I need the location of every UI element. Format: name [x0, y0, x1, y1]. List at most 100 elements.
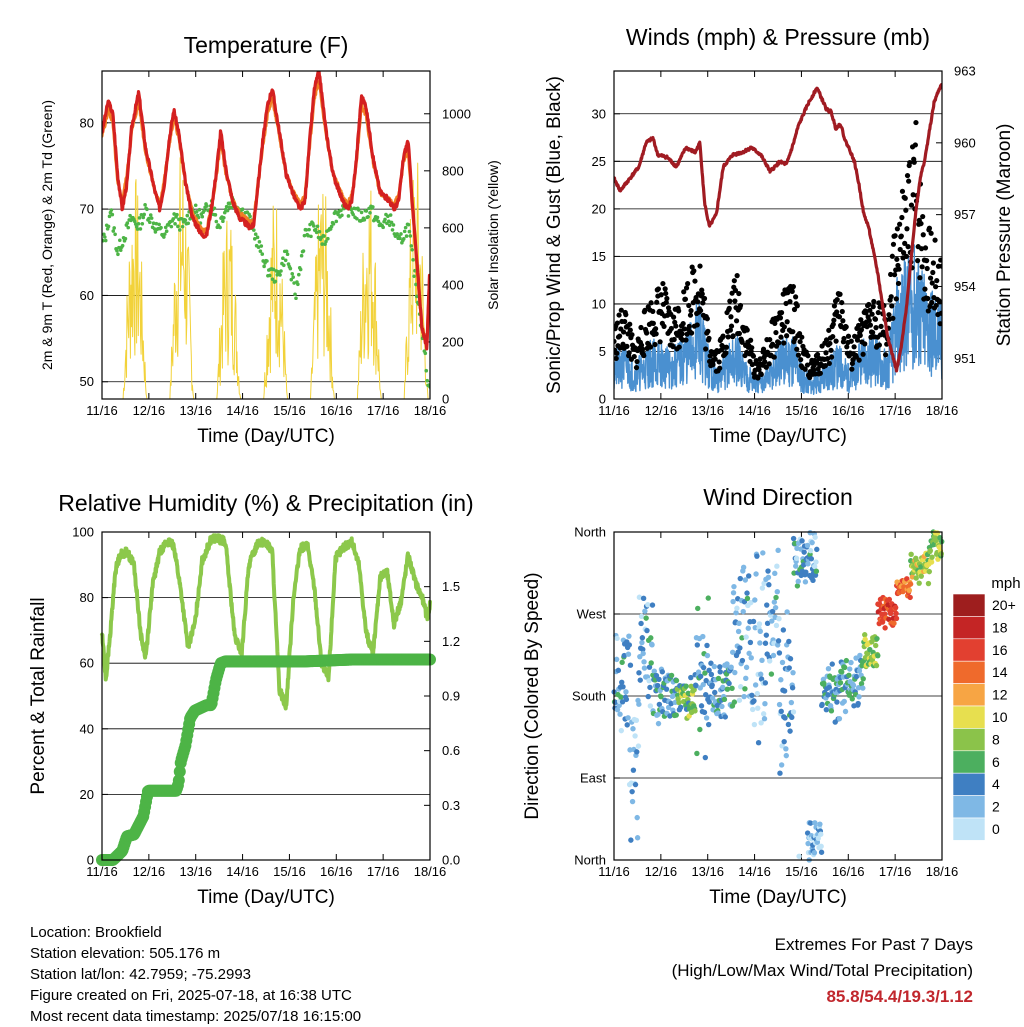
gust-point	[707, 353, 713, 359]
dewpoint-point	[133, 219, 137, 224]
gust-point	[681, 326, 687, 332]
direction-point	[645, 602, 651, 608]
dewpoint-point	[258, 249, 263, 254]
direction-point	[755, 739, 762, 746]
direction-point	[706, 667, 712, 673]
gust-point	[888, 294, 894, 300]
direction-point	[764, 620, 771, 627]
gust-point	[829, 354, 835, 360]
gust-point	[870, 304, 876, 310]
y-axis-label: Sonic/Prop Wind & Gust (Blue, Black)	[544, 76, 565, 394]
direction-point	[708, 671, 715, 678]
gust-point	[860, 351, 866, 357]
direction-point	[754, 690, 761, 697]
dewpoint-point	[339, 208, 343, 213]
direction-point	[846, 672, 852, 678]
x-tick-label: 14/16	[226, 403, 259, 418]
direction-point	[807, 820, 814, 826]
y2-tick-label: 951	[954, 351, 976, 366]
dewpoint-point	[202, 208, 206, 213]
gust-point	[777, 315, 784, 321]
gust-point	[856, 357, 862, 363]
gust-point	[664, 295, 670, 302]
direction-point	[776, 701, 783, 708]
direction-point	[651, 668, 657, 674]
x-tick-label: 17/16	[879, 403, 912, 418]
gust-point	[614, 338, 617, 344]
direction-point	[893, 615, 900, 622]
gust-point	[882, 352, 889, 358]
x-tick-label: 12/16	[133, 403, 166, 418]
gust-point	[930, 260, 936, 266]
direction-point	[812, 820, 818, 826]
direction-point	[656, 676, 662, 683]
direction-point	[743, 675, 749, 682]
humidity-precip-panel: 11/16 12/16 13/16 14/16 15/16 16/16 17/16 18/16…	[28, 490, 474, 908]
direction-point	[626, 633, 632, 639]
direction-point	[656, 701, 663, 708]
y2-tick-label: 960	[954, 135, 976, 150]
gust-point	[831, 303, 838, 309]
dewpoint-point	[386, 219, 391, 224]
gust-point	[823, 350, 829, 356]
gust-point	[797, 339, 803, 345]
gust-point	[631, 353, 637, 360]
gust-point	[894, 256, 900, 262]
direction-point	[908, 551, 914, 557]
x-tick-label: 14/16	[738, 403, 771, 418]
gust-point	[876, 342, 882, 348]
gust-point	[697, 307, 704, 314]
direction-point	[749, 706, 756, 713]
dewpoint-point	[147, 216, 151, 221]
x-tick-label: 12/16	[645, 403, 678, 418]
dewpoint-point	[109, 208, 114, 212]
direction-point	[795, 578, 801, 585]
y2-tick-label: 0.9	[442, 689, 460, 704]
gust-point	[834, 309, 840, 315]
extremes-block: Extremes For Past 7 Days (High/Low/Max W…	[672, 932, 973, 1010]
dewpoint-point	[222, 210, 227, 215]
dewpoint-point	[329, 224, 334, 229]
direction-point	[814, 546, 820, 553]
gust-point	[623, 312, 629, 318]
dewpoint-point	[336, 212, 340, 217]
dewpoint-point	[151, 221, 156, 226]
gust-point	[620, 329, 627, 335]
gust-point	[908, 202, 915, 208]
gust-point	[925, 308, 931, 314]
gust-point	[727, 298, 733, 304]
dewpoint-point	[291, 275, 295, 279]
direction-point	[743, 634, 749, 640]
direction-point	[847, 666, 853, 672]
direction-point	[805, 561, 811, 567]
gust-point	[617, 333, 623, 339]
direction-point	[836, 715, 843, 722]
dewpoint-point	[262, 264, 266, 269]
direction-point	[751, 721, 758, 728]
gust-point	[903, 207, 909, 213]
gust-point	[653, 331, 659, 337]
direction-point	[787, 656, 794, 662]
direction-point	[655, 720, 662, 727]
direction-point	[857, 652, 863, 659]
direction-point	[750, 618, 757, 625]
y-tick-label: 0	[599, 392, 606, 407]
x-axis-label: Time (Day/UTC)	[197, 426, 335, 447]
direction-point	[775, 547, 781, 554]
gust-point	[896, 266, 902, 272]
extremes-title: Extremes For Past 7 Days	[774, 935, 973, 954]
gust-point	[805, 353, 811, 359]
gust-point	[723, 344, 730, 350]
direction-point	[805, 840, 811, 847]
direction-point	[860, 685, 866, 691]
gust-point	[858, 327, 865, 333]
temperature-panel: 11/16 12/16 13/16 14/16 15/16 16/16 17/16 18/16…	[39, 32, 501, 447]
direction-point	[734, 605, 740, 611]
x-tick-label: 13/16	[691, 864, 724, 879]
station-latlon: Station lat/lon: 42.7959; -75.2993	[30, 966, 252, 983]
direction-point	[646, 677, 652, 684]
direction-point	[855, 685, 862, 691]
gust-point	[728, 314, 734, 320]
x-tick-label: 15/16	[273, 864, 306, 879]
dewpoint-point	[111, 229, 116, 233]
